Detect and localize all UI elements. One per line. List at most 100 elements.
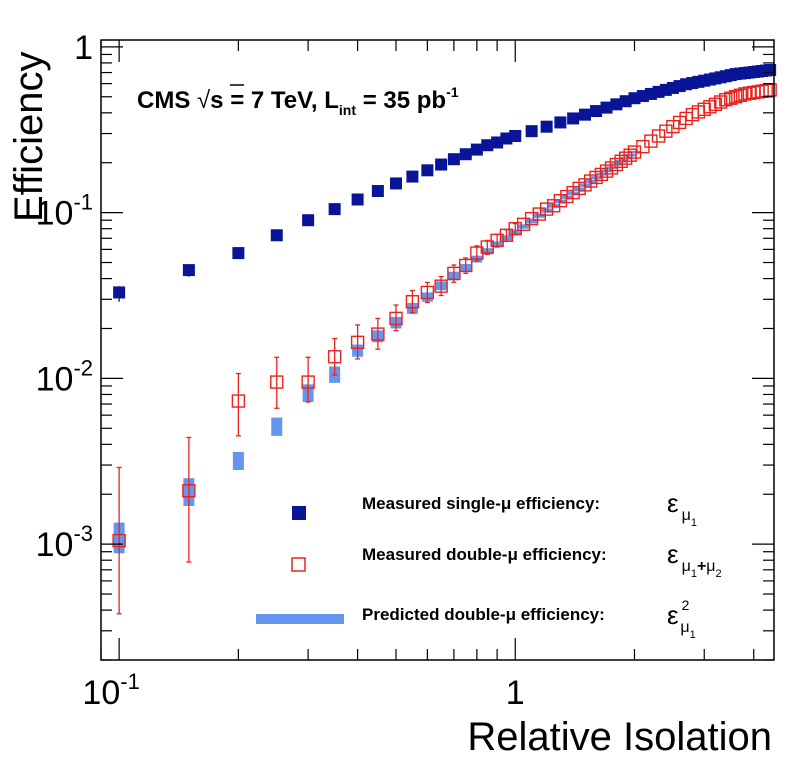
lumi-value: = 35 pb (356, 87, 446, 114)
annotation-energy: s = 7 TeV, L (210, 87, 339, 114)
legend-marker-double (291, 557, 306, 572)
marker-layer (112, 64, 777, 548)
single-point (509, 129, 522, 142)
y-tick-label: 10-3 (36, 521, 93, 564)
double-point (301, 375, 315, 389)
single-point (481, 139, 494, 152)
single-point (302, 214, 315, 227)
single-point (459, 148, 472, 161)
legend-marker-predicted (256, 614, 344, 624)
legend-symbol-predicted: ε 2 μ1 (667, 597, 696, 641)
single-point (390, 177, 403, 190)
error-bar-layer (116, 222, 518, 615)
predicted-band-bar (533, 213, 545, 218)
single-point (540, 120, 553, 133)
single-point (421, 164, 434, 177)
double-point (231, 394, 246, 408)
double-point (327, 350, 342, 364)
predicted-band-bar (271, 417, 283, 436)
double-point (420, 285, 435, 300)
lumi-superscript: -1 (446, 84, 459, 100)
double-point (405, 295, 420, 309)
double-point (659, 124, 673, 138)
predicted-band-bar (526, 218, 538, 224)
single-point (447, 153, 460, 166)
cms-annotation: CMS √s = 7 TeV, Lint = 35 pb-1 (137, 84, 459, 118)
predicted-band-bar (595, 172, 607, 176)
double-point (719, 92, 733, 107)
plot-frame (100, 39, 775, 661)
double-point (546, 199, 561, 213)
x-tick-label: 10-1 (82, 669, 139, 712)
axis-tick-labels: 10-1 1 10-3 10-2 10-1 1 (36, 29, 525, 712)
annotation-prefix: CMS (137, 87, 197, 114)
legend-symbol-single: ε μ1 (667, 488, 697, 529)
y-tick-label: 10-1 (36, 190, 93, 233)
predicted-band-bar (610, 163, 622, 166)
double-point (434, 279, 448, 293)
double-point (713, 95, 728, 109)
double-point (651, 129, 666, 143)
single-point (590, 105, 603, 118)
predicted-band-bar (628, 150, 640, 154)
double-point (112, 533, 126, 548)
x-tick-label: 1 (506, 674, 525, 712)
y-tick-label: 1 (74, 29, 93, 67)
predicted-band-bar (624, 153, 636, 157)
double-point (389, 311, 403, 326)
y-axis-label: Efficiency (7, 52, 51, 222)
double-point (623, 148, 637, 162)
predicted-band-bar (518, 224, 530, 229)
legend-label-double: Measured double-μ efficiency: (362, 545, 607, 564)
single-point (470, 143, 483, 156)
double-point (270, 375, 284, 389)
double-point (644, 134, 658, 148)
double-point (182, 484, 196, 498)
single-point (567, 112, 580, 125)
predicted-band-bar (548, 203, 560, 208)
single-point (182, 264, 195, 277)
double-point (539, 202, 554, 216)
predicted-band-bar (232, 451, 244, 471)
legend-label-single: Measured single-μ efficiency: (362, 494, 600, 513)
single-point (500, 132, 513, 145)
double-point (728, 90, 743, 104)
double-point (524, 211, 539, 226)
predicted-band-bar (620, 156, 632, 160)
single-point (554, 116, 567, 129)
single-point (113, 286, 126, 299)
double-point (666, 119, 680, 134)
x-axis-label: Relative Isolation (467, 715, 772, 759)
double-point (490, 233, 504, 248)
single-point (525, 125, 538, 138)
legend-symbol-double: ε μ1+μ2 (667, 539, 722, 580)
double-point (724, 91, 738, 105)
single-point (270, 229, 283, 242)
double-point (733, 88, 748, 103)
sqrt-symbol: √ (197, 87, 211, 114)
legend-marker-single (292, 506, 306, 520)
single-point (435, 158, 448, 171)
double-point (371, 327, 385, 341)
single-point (491, 136, 504, 149)
legend: Measured single-μ efficiency: ε μ1 Measur… (256, 488, 722, 641)
double-point (350, 335, 365, 350)
double-point (447, 266, 461, 281)
annotation-text: CMS √s = 7 TeV, Lint = 35 pb-1 (137, 84, 459, 118)
predicted-band-bar (541, 208, 553, 213)
predicted-band-bar (601, 169, 613, 173)
double-point (708, 97, 723, 112)
predicted-band-bar (606, 166, 618, 170)
predicted-band-bar (615, 159, 627, 163)
single-point (600, 101, 613, 114)
single-point (371, 185, 384, 198)
single-point (232, 247, 245, 260)
single-point (406, 170, 419, 183)
y-tick-label: 10-2 (36, 355, 93, 398)
double-point (459, 258, 473, 273)
single-point (610, 98, 623, 111)
single-point (351, 193, 364, 206)
axis-ticks (100, 40, 774, 661)
